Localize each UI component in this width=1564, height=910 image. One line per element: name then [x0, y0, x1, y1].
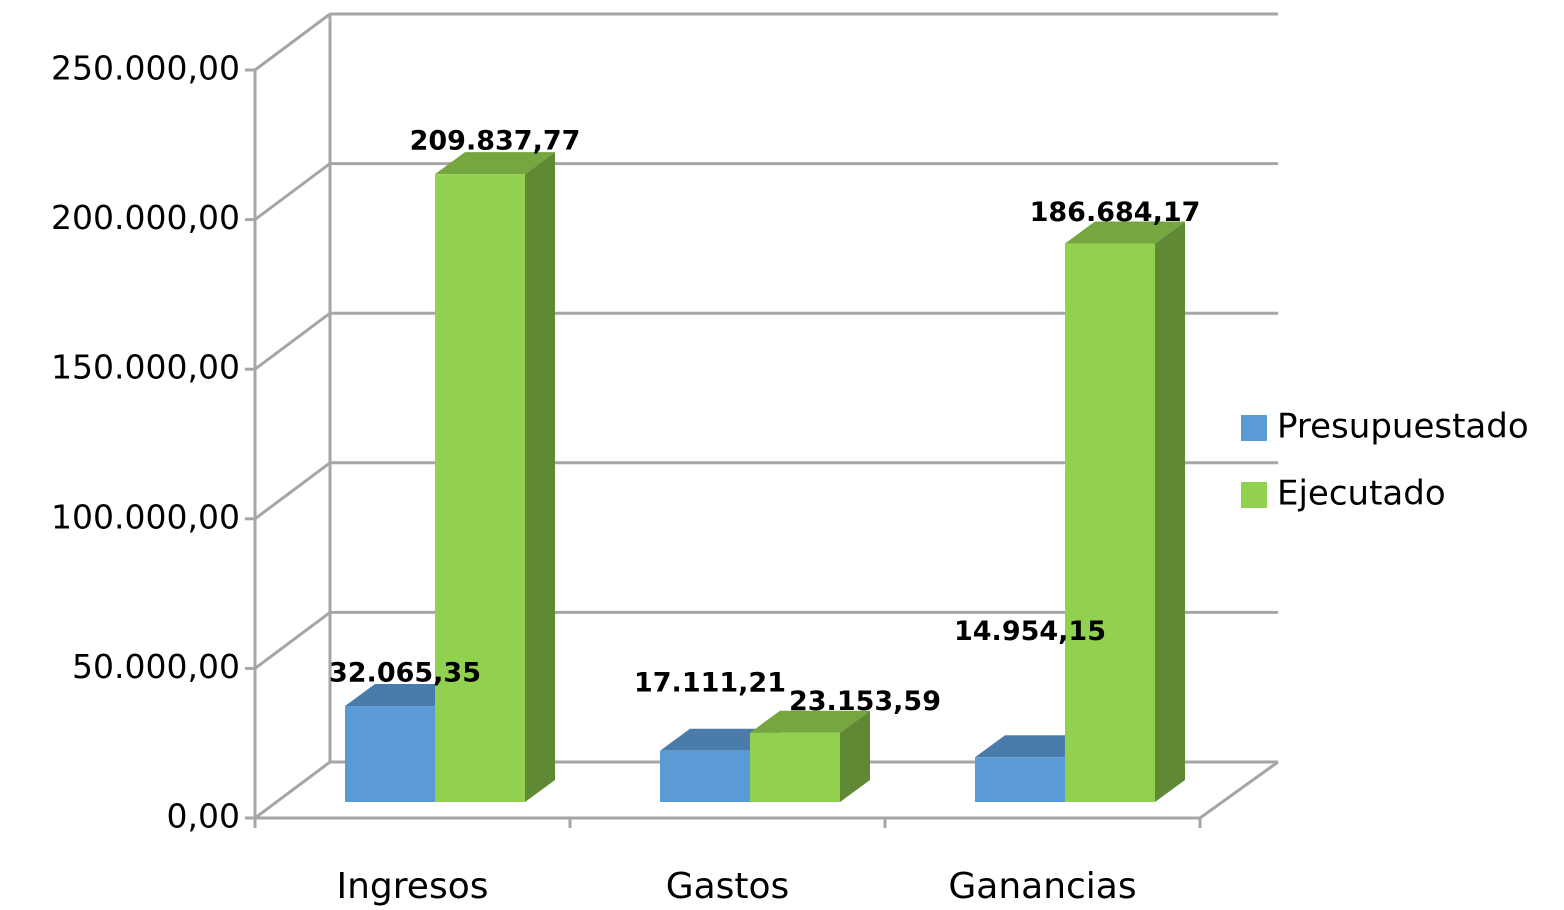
side-grid-line: [254, 611, 331, 670]
y-tick-label: 100.000,00: [51, 497, 240, 536]
bar: [345, 706, 435, 802]
bar-side: [525, 152, 555, 802]
side-grid-line: [254, 12, 331, 72]
x-tick-label: Ganancias: [948, 866, 1136, 907]
bar: [660, 750, 750, 802]
data-label: 32.065,35: [329, 658, 481, 689]
x-tick-label: Gastos: [666, 866, 790, 907]
y-tick-label: 50.000,00: [72, 647, 240, 686]
data-label: 14.954,15: [954, 616, 1106, 647]
bar-top: [1065, 221, 1185, 244]
data-label: 23.153,59: [789, 686, 941, 717]
y-tick-label: 0,00: [167, 797, 240, 836]
floor-right: [1199, 760, 1279, 820]
bar: [975, 757, 1065, 802]
bar-side: [1155, 221, 1185, 802]
side-grid-line: [254, 311, 331, 371]
bar-top: [435, 152, 555, 175]
y-tick-label: 250.000,00: [51, 49, 240, 88]
side-grid-line: [254, 162, 331, 221]
legend-label: Presupuestado: [1277, 407, 1529, 447]
legend-swatch: [1241, 482, 1267, 508]
y-tick-label: 150.000,00: [51, 348, 240, 387]
legend-swatch: [1241, 415, 1267, 441]
data-label: 17.111,21: [634, 667, 786, 698]
bar: [435, 174, 525, 802]
bar-top: [750, 710, 870, 733]
bar-side: [840, 710, 870, 802]
x-tick-label: Ingresos: [337, 866, 489, 907]
side-grid-line: [254, 760, 331, 820]
bar: [1065, 243, 1155, 802]
data-label: 209.837,77: [410, 126, 581, 157]
data-label: 186.684,17: [1030, 197, 1201, 228]
side-grid-line: [254, 461, 331, 521]
y-tick-label: 200.000,00: [51, 198, 240, 237]
legend-label: Ejecutado: [1277, 474, 1446, 514]
bar: [750, 732, 840, 802]
